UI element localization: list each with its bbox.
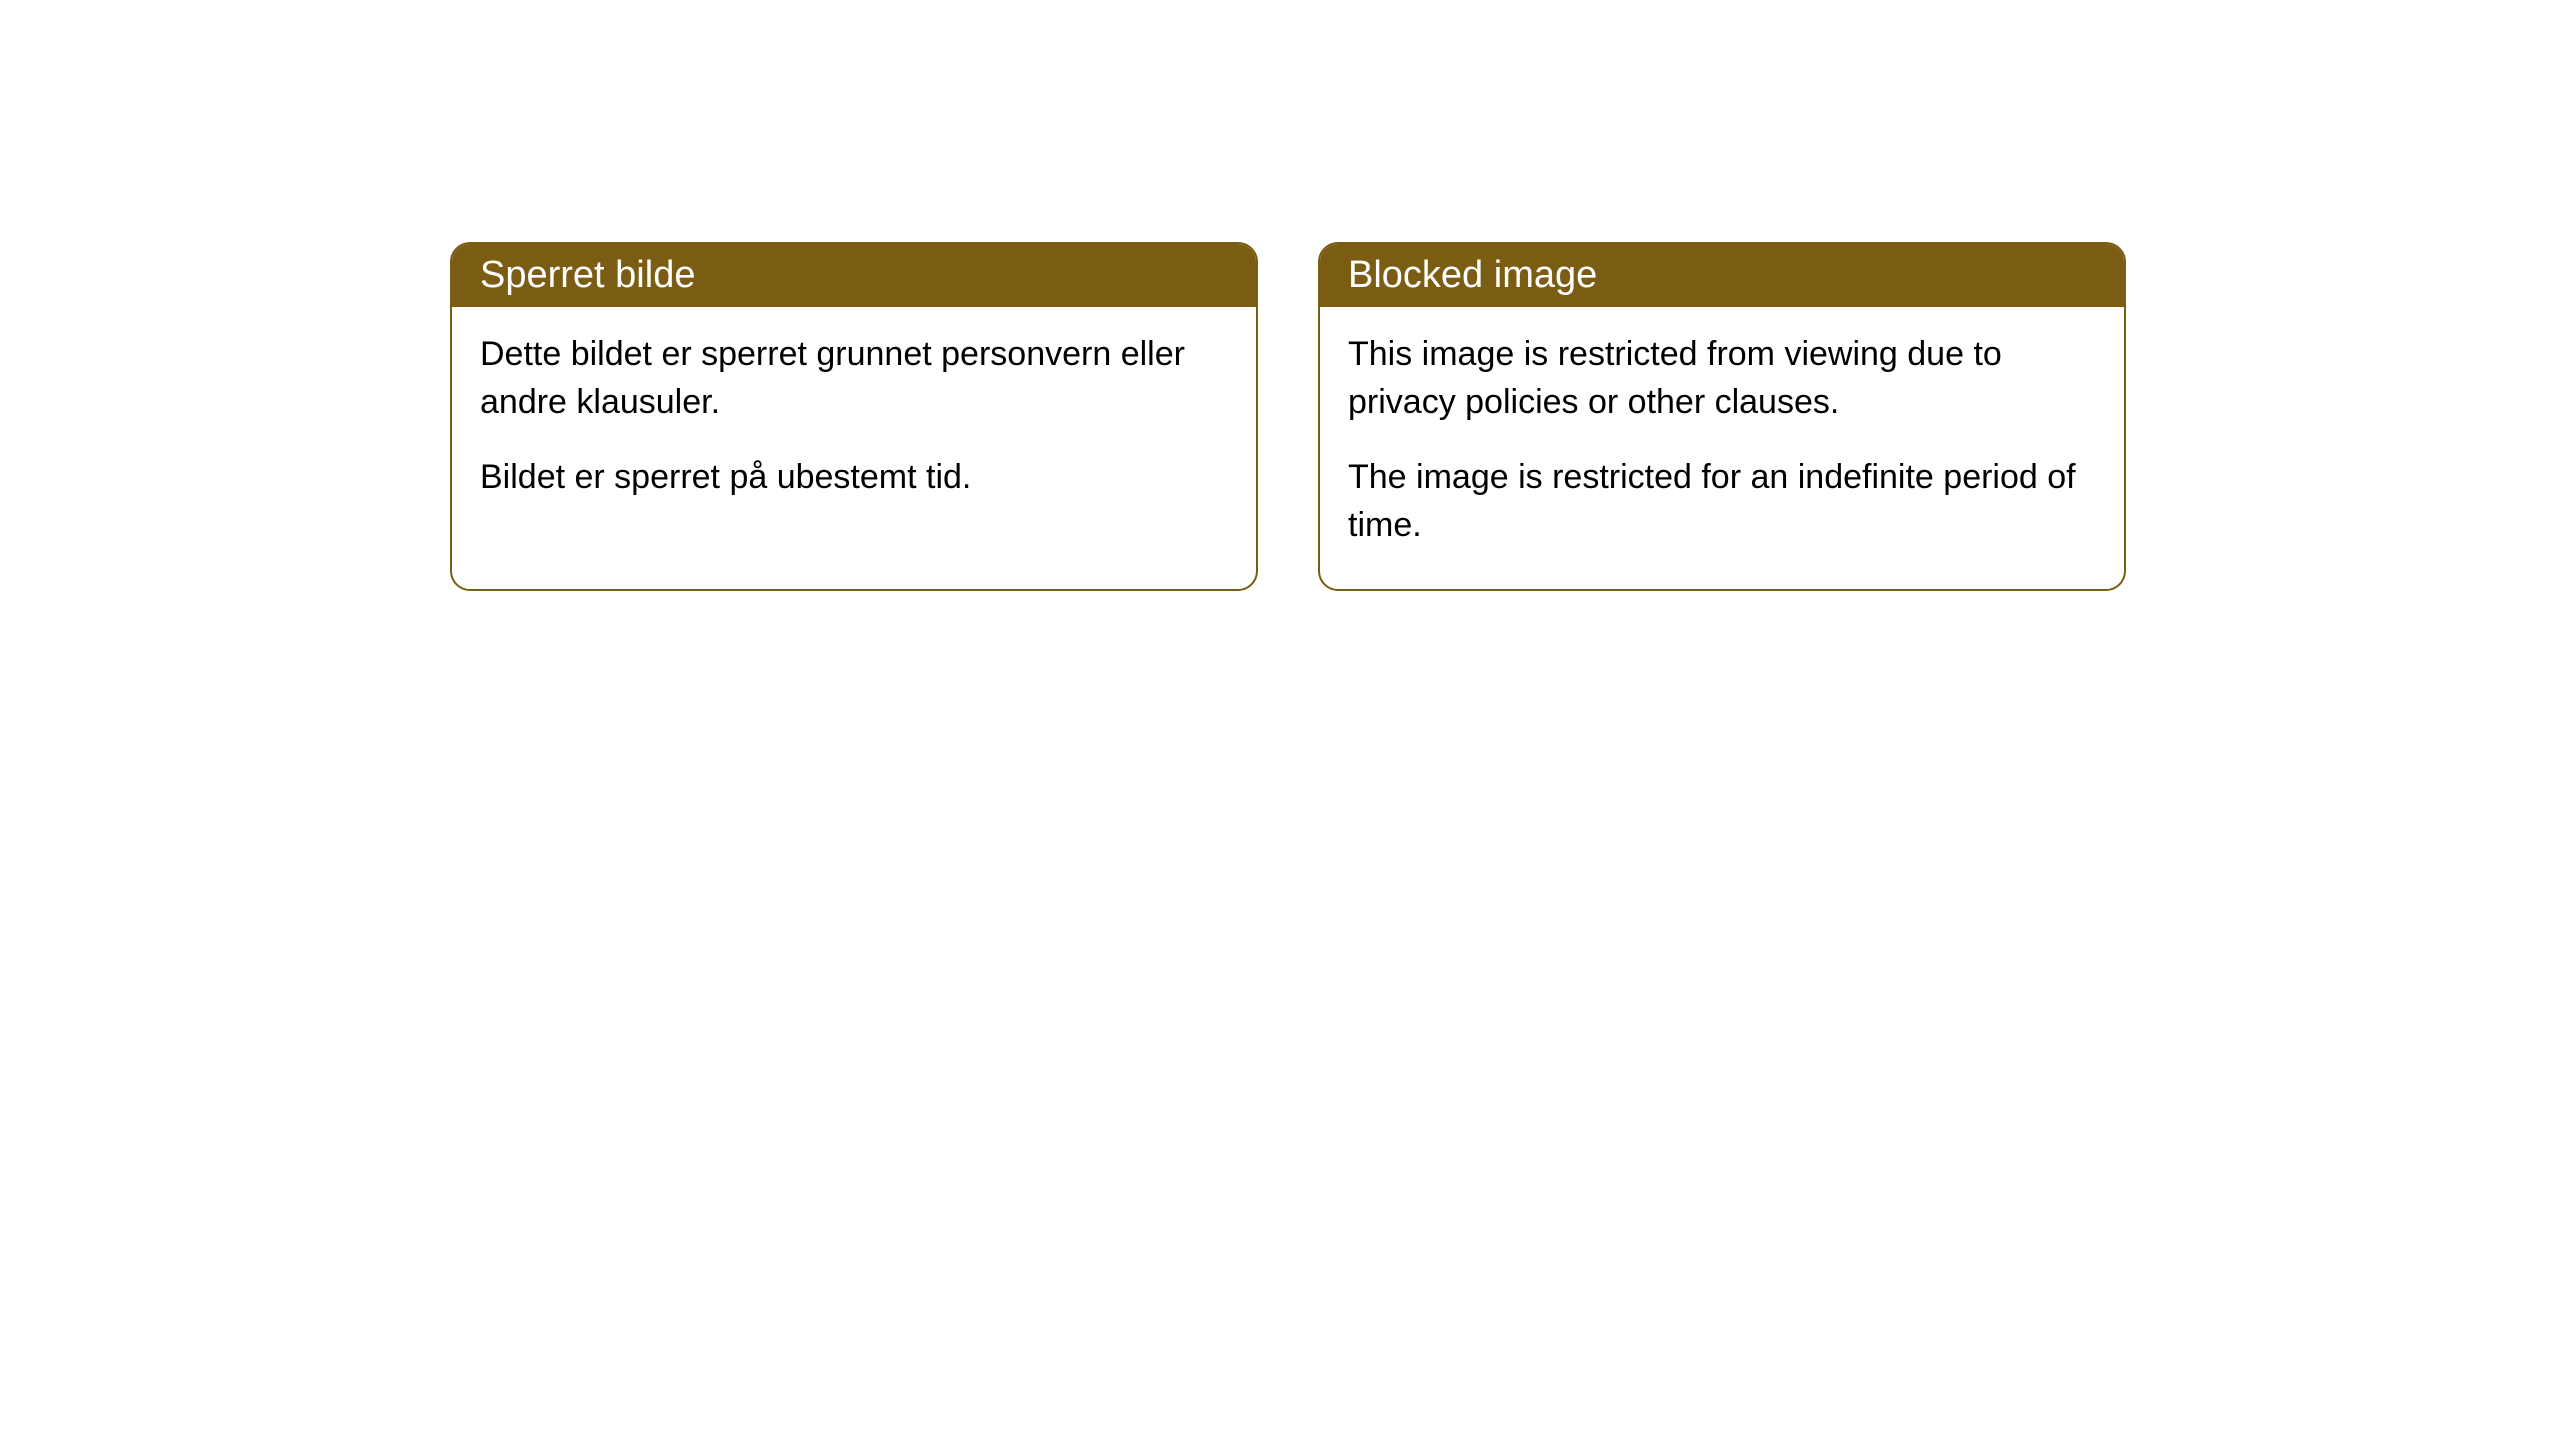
card-text-english-2: The image is restricted for an indefinit… [1348, 454, 2096, 549]
blocked-image-card-norwegian: Sperret bilde Dette bildet er sperret gr… [450, 242, 1258, 591]
card-text-english-1: This image is restricted from viewing du… [1348, 331, 2096, 426]
card-text-norwegian-1: Dette bildet er sperret grunnet personve… [480, 331, 1228, 426]
card-body-english: This image is restricted from viewing du… [1320, 307, 2124, 589]
card-header-english: Blocked image [1320, 244, 2124, 307]
card-text-norwegian-2: Bildet er sperret på ubestemt tid. [480, 454, 1228, 502]
card-body-norwegian: Dette bildet er sperret grunnet personve… [452, 307, 1256, 542]
card-header-norwegian: Sperret bilde [452, 244, 1256, 307]
cards-container: Sperret bilde Dette bildet er sperret gr… [450, 242, 2560, 591]
blocked-image-card-english: Blocked image This image is restricted f… [1318, 242, 2126, 591]
